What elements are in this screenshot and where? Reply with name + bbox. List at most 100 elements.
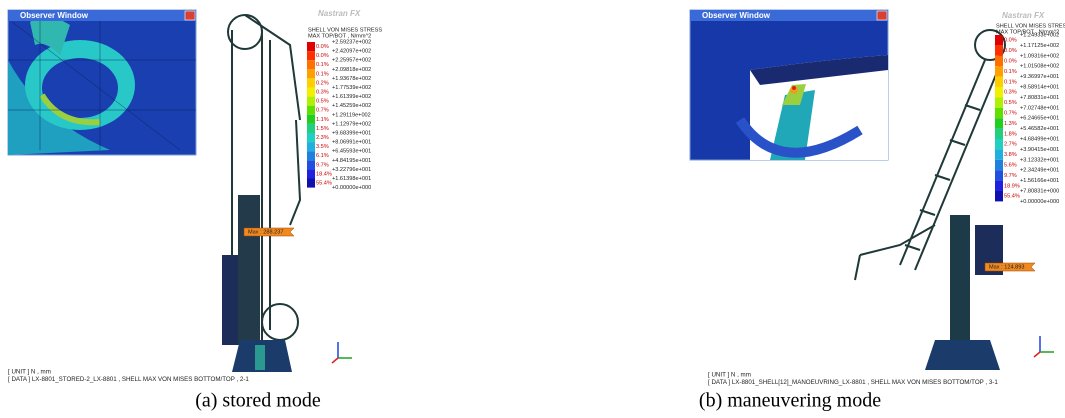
legend-value: +3.12332e+001 [1020,157,1059,163]
legend-value: +7.02748e+001 [1020,105,1059,111]
legend-value: +8.58914e+001 [1020,84,1059,90]
legend-swatch [307,142,315,152]
legend-value: +1.29119e+002 [332,112,371,118]
legend-percent: 55.4% [1004,194,1020,200]
legend-swatch [307,78,315,88]
legend-swatch [307,60,315,70]
legend-value: +1.93678e+002 [332,76,371,82]
close-button[interactable] [184,10,196,21]
legend-percent: 0.7% [316,108,329,114]
legend-swatch [995,159,1003,171]
legend-percent: 0.7% [1004,110,1017,116]
legend-percent: 0.2% [316,80,329,86]
legend-percent: 3.8% [1004,152,1017,158]
legend-percent: 18.9% [1004,183,1020,189]
legend-percent: 1.3% [1004,121,1017,127]
legend-percent: 0.0% [316,44,329,50]
axis-y [1033,351,1041,358]
legend-swatch [995,55,1003,67]
close-button[interactable] [876,10,888,21]
legend-percent: 2.7% [1004,142,1017,148]
legend-swatch [995,97,1003,108]
legend-percent: 0.1% [1004,69,1017,75]
legend-percent: 0.1% [316,71,329,77]
legend-value: +1.77539e+002 [332,85,371,91]
legend-percent: 0.5% [316,99,329,105]
legend-swatch [307,151,315,161]
legend-swatch [995,170,1003,181]
legend-percent: 0.1% [316,62,329,68]
legend-swatch [995,76,1003,87]
observer-view [7,9,197,156]
legend-value: +8.06991e+001 [332,140,371,146]
legend-percent: 0.0% [316,53,329,59]
legend-value: +2.34249e+001 [1020,168,1059,174]
legend-swatch [307,87,315,97]
legend-swatch [995,139,1003,150]
legend-value: +2.09818e+002 [332,67,371,73]
legend-swatch [995,118,1003,129]
window-titlebar [8,10,196,21]
legend-swatch [307,69,315,79]
legend-percent: 1.5% [316,126,329,132]
max-label: Max : 288.237 [248,229,283,235]
legend-title: MAX TOP/BOT , N/mm^2 [308,33,371,39]
footer-text: [ UNIT ] N , mm [8,369,51,376]
legend-swatch [307,160,315,170]
structure-model [222,14,302,372]
legend-percent: 6.1% [316,153,329,159]
legend-swatch [995,45,1003,56]
legend-percent: 18.4% [316,171,332,177]
legend-swatch [307,169,315,179]
legend-swatch [307,178,315,188]
legend-swatch [307,42,315,52]
window-title: Observer Window [702,11,771,20]
legend-percent: 0.3% [316,90,329,96]
legend-value: +1.17125e+002 [1020,43,1059,49]
caption: (a) stored mode [195,390,321,412]
legend-value: +1.01508e+002 [1020,64,1059,70]
legend-value: +1.12979e+002 [332,121,371,127]
max-tag [243,227,295,237]
legend-value: +5.46582e+001 [1020,126,1059,132]
legend-swatch [307,133,315,143]
legend-title: SHELL VON MISES STRESS [308,27,382,33]
legend-percent: 0.0% [1004,48,1017,54]
legend-swatch [995,149,1003,160]
legend-percent: 1.8% [1004,131,1017,137]
legend-value: +1.24933e+002 [1020,32,1059,38]
legend-percent: 0.0% [1004,38,1017,44]
legend-percent: 0.0% [1004,58,1017,64]
legend-value: +3.90415e+001 [1020,147,1059,153]
legend-value: +1.61399e+002 [332,94,371,100]
logo: Nastran FX [1002,11,1045,20]
legend-value: +7.80831e+001 [1020,95,1059,101]
legend-value: +3.22796e+001 [332,167,371,173]
footer-text: [ DATA ] LX-8801_STORED-2_LX-8801 , SHEL… [8,376,249,383]
observer-view [689,9,889,161]
legend-percent: 0.1% [1004,79,1017,85]
max-tag [984,262,1036,272]
legend-swatch [307,123,315,133]
legend-swatch [995,107,1003,119]
legend-swatch [307,96,315,106]
legend-value: +9.68399e+001 [332,130,371,136]
window-titlebar [690,10,888,21]
legend-value: +4.84195e+001 [332,158,371,164]
footer-text: [ UNIT ] N , mm [708,372,751,379]
legend-value: +0.00000e+000 [1020,199,1059,205]
legend-percent: 9.7% [1004,173,1017,179]
legend-value: +1.09316e+002 [1020,53,1059,59]
legend-value: +1.45259e+002 [332,103,371,109]
legend-value: +2.42097e+002 [332,49,371,55]
caption: (b) maneuvering mode [699,390,881,412]
legend-value: +0.00000e+000 [332,185,371,191]
footer-text: [ DATA ] LX-8801_SHELL[12]_MANOEUVRING_L… [708,379,998,386]
legend-value: +4.68499e+001 [1020,136,1059,142]
legend-title: MAX TOP/BOT , N/mm^2 [996,29,1059,35]
axis-y [331,357,339,364]
legend-swatch [995,180,1003,191]
legend-percent: 0.3% [1004,90,1017,96]
legend-value: +9.36997e+001 [1020,74,1059,80]
